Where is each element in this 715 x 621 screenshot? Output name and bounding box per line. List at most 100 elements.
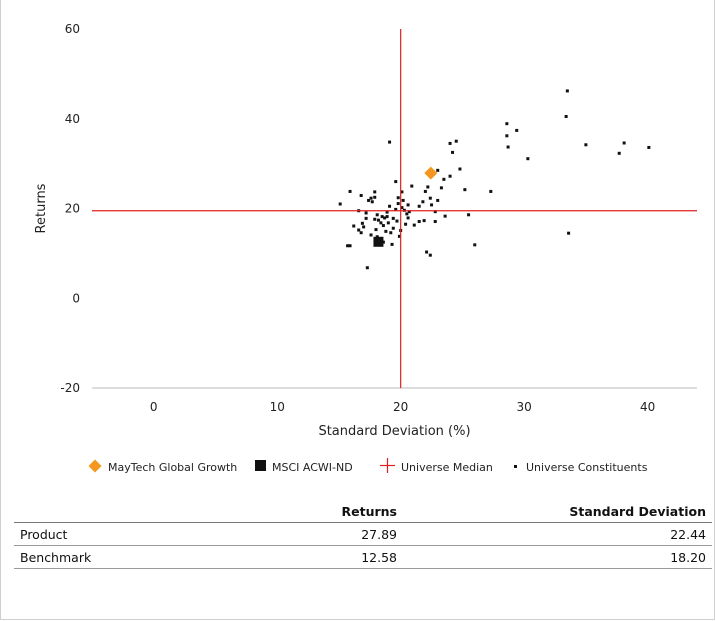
constituent-point bbox=[417, 204, 421, 208]
constituent-point bbox=[348, 189, 352, 193]
legend-item-product: MayTech Global Growth bbox=[88, 456, 237, 478]
constituent-point bbox=[430, 203, 434, 207]
table-header-returns: Returns bbox=[176, 500, 403, 523]
constituent-point bbox=[436, 198, 440, 202]
table-row: Product 27.89 22.44 bbox=[14, 522, 712, 546]
legend-item-universe-constituents: Universe Constituents bbox=[512, 456, 647, 478]
constituent-point bbox=[370, 200, 374, 204]
constituent-point bbox=[360, 221, 364, 225]
orange-diamond-icon bbox=[88, 459, 102, 476]
constituent-point bbox=[373, 190, 377, 194]
constituent-point bbox=[338, 202, 342, 206]
constituent-point bbox=[375, 213, 379, 217]
legend-label-universe-median: Universe Median bbox=[401, 460, 493, 474]
constituent-point bbox=[346, 244, 350, 248]
constituent-point bbox=[526, 157, 530, 161]
constituent-point bbox=[362, 225, 366, 229]
constituent-point bbox=[436, 168, 440, 172]
constituent-point bbox=[388, 140, 392, 144]
constituent-point bbox=[422, 219, 426, 223]
y-tick-label: 60 bbox=[65, 22, 80, 36]
constituent-point bbox=[406, 203, 410, 207]
constituent-point bbox=[506, 145, 510, 149]
constituent-point bbox=[380, 215, 384, 219]
constituent-point bbox=[463, 188, 467, 192]
constituent-point bbox=[385, 215, 389, 219]
x-tick-label: 0 bbox=[150, 400, 158, 414]
legend-item-universe-median: Universe Median bbox=[380, 456, 493, 478]
constituent-point bbox=[359, 193, 363, 197]
constituent-point bbox=[369, 196, 373, 200]
constituent-point bbox=[367, 198, 371, 202]
constituent-point bbox=[396, 202, 400, 206]
constituent-point bbox=[384, 229, 388, 233]
red-cross-icon bbox=[380, 458, 395, 476]
constituent-point bbox=[375, 235, 379, 239]
constituent-point bbox=[433, 210, 437, 214]
benchmark-returns-cell: 12.58 bbox=[176, 545, 403, 569]
constituent-point bbox=[448, 141, 452, 145]
table-header-blank bbox=[14, 500, 176, 523]
table-header-std-dev: Standard Deviation bbox=[403, 500, 712, 523]
constituent-point bbox=[412, 223, 416, 227]
constituent-point bbox=[373, 217, 377, 221]
constituent-point bbox=[364, 211, 368, 215]
constituent-point bbox=[383, 216, 387, 220]
constituent-point bbox=[389, 231, 393, 235]
benchmark-point bbox=[373, 236, 384, 247]
constituent-point bbox=[423, 189, 427, 193]
x-tick-label: 20 bbox=[393, 400, 408, 414]
constituent-point bbox=[390, 242, 394, 246]
constituent-point bbox=[443, 214, 447, 218]
legend-label-product: MayTech Global Growth bbox=[108, 460, 238, 474]
x-tick-label: 40 bbox=[640, 400, 655, 414]
constituent-point bbox=[386, 221, 390, 225]
y-tick-label: 40 bbox=[65, 112, 80, 126]
constituent-point bbox=[391, 216, 395, 220]
constituent-point bbox=[458, 167, 462, 171]
constituent-point bbox=[564, 115, 568, 119]
constituent-point bbox=[505, 134, 509, 138]
y-tick-label: -20 bbox=[60, 381, 80, 395]
constituent-point bbox=[426, 185, 430, 189]
legend-label-universe-constituents: Universe Constituents bbox=[526, 460, 648, 474]
constituent-point bbox=[391, 226, 395, 230]
constituent-point bbox=[357, 228, 361, 232]
constituent-point bbox=[567, 231, 571, 235]
summary-table: Returns Standard Deviation Product 27.89… bbox=[14, 500, 712, 569]
x-tick-label: 10 bbox=[270, 400, 285, 414]
black-square-icon bbox=[255, 460, 266, 474]
constituent-point bbox=[473, 243, 477, 247]
constituent-point bbox=[394, 207, 398, 211]
constituent-point bbox=[369, 233, 373, 237]
product-point bbox=[424, 166, 438, 180]
table-header-row: Returns Standard Deviation bbox=[14, 500, 712, 523]
constituent-point bbox=[401, 198, 405, 202]
constituent-point bbox=[489, 189, 493, 193]
constituent-point bbox=[400, 190, 404, 194]
constituent-point bbox=[515, 128, 519, 132]
legend-label-benchmark: MSCI ACWI-ND bbox=[272, 460, 353, 474]
product-returns-cell: 27.89 bbox=[176, 522, 403, 546]
product-std-dev-cell: 22.44 bbox=[403, 522, 712, 546]
constituent-point bbox=[467, 213, 471, 217]
constituent-point bbox=[454, 139, 458, 143]
constituent-point bbox=[364, 216, 368, 220]
constituent-point bbox=[397, 234, 401, 238]
constituent-point bbox=[448, 174, 452, 178]
constituent-point bbox=[406, 216, 410, 220]
constituent-point bbox=[405, 212, 409, 216]
constituent-point bbox=[584, 143, 588, 147]
constituent-point bbox=[410, 184, 414, 188]
constituent-point bbox=[388, 204, 392, 208]
legend-item-benchmark: MSCI ACWI-ND bbox=[255, 456, 353, 478]
constituent-point bbox=[442, 177, 446, 181]
table-row: Benchmark 12.58 18.20 bbox=[14, 545, 712, 569]
constituent-point bbox=[433, 220, 437, 224]
risk-return-scatter-chart: 0 10 20 30 40 -20 0 20 40 60 Standard Deviation (%… bbox=[34, 22, 697, 439]
row-label-product: Product bbox=[14, 522, 176, 546]
constituent-point bbox=[395, 219, 399, 223]
black-dot-icon bbox=[512, 461, 520, 474]
constituent-point bbox=[376, 218, 380, 222]
constituent-point bbox=[647, 145, 651, 149]
